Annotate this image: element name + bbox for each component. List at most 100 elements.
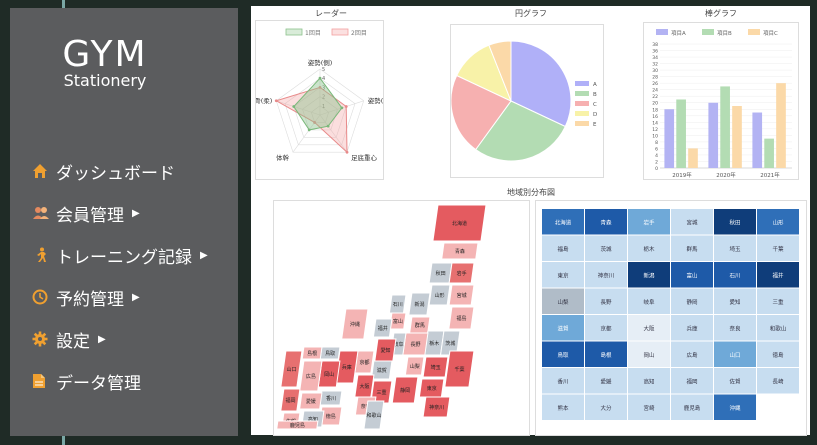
map-pref-20[interactable] xyxy=(404,356,425,376)
grid-cell-label-1-1: 茨城 xyxy=(600,245,612,253)
grid-cell-4-0[interactable] xyxy=(542,315,584,341)
map-pref-34[interactable] xyxy=(299,360,323,392)
grid-cell-7-4[interactable] xyxy=(714,394,756,421)
grid-cell-6-4[interactable] xyxy=(714,368,756,394)
grid-cell-2-0[interactable] xyxy=(542,262,584,288)
map-pref-label-46: 鹿児島 xyxy=(290,422,305,429)
grid-cell-1-5[interactable] xyxy=(757,235,799,262)
grid-cell-3-0[interactable] xyxy=(542,288,584,315)
grid-cell-4-1[interactable] xyxy=(585,315,627,341)
radar-series-1-point xyxy=(307,128,311,132)
grid-cell-label-6-2: 高知 xyxy=(643,377,654,385)
sidebar-item-2[interactable]: トレーニング記録 ▶ xyxy=(32,234,208,276)
map-pref-7[interactable] xyxy=(448,306,475,330)
map-pref-3[interactable] xyxy=(448,262,475,284)
map-pref-21[interactable] xyxy=(391,376,419,404)
grid-cell-2-2[interactable] xyxy=(628,262,670,288)
grid-cell-5-2[interactable] xyxy=(628,341,670,368)
grid-cell-3-4[interactable] xyxy=(714,288,756,315)
logo[interactable]: GYM Stationery xyxy=(10,36,200,90)
grid-cell-0-3[interactable] xyxy=(671,209,713,235)
map-pref-8[interactable] xyxy=(341,308,369,340)
grid-cell-4-5[interactable] xyxy=(757,315,799,341)
map-pref-17[interactable] xyxy=(444,350,475,388)
grid-cell-1-3[interactable] xyxy=(671,235,713,262)
grid-cell-5-1[interactable] xyxy=(585,341,627,368)
grid-cell-6-3[interactable] xyxy=(671,368,713,394)
map-pref-label-7: 福島 xyxy=(456,315,466,322)
grid-cell-3-5[interactable] xyxy=(757,288,799,315)
grid-cell-5-4[interactable] xyxy=(714,341,756,368)
grid-cell-6-2[interactable] xyxy=(628,368,670,394)
pie-slice-0[interactable] xyxy=(510,40,572,128)
bar-1-2[interactable] xyxy=(732,106,742,168)
grid-cell-4-3[interactable] xyxy=(671,315,713,341)
grid-cell-6-1[interactable] xyxy=(585,368,627,394)
sidebar-item-3[interactable]: 予約管理 ▶ xyxy=(32,276,208,318)
bar-0-1[interactable] xyxy=(676,99,686,168)
grid-cell-7-1[interactable] xyxy=(585,394,627,421)
grid-cell-1-1[interactable] xyxy=(585,235,627,262)
grid-cell-5-0[interactable] xyxy=(542,341,584,368)
grid-cell-1-2[interactable] xyxy=(628,235,670,262)
grid-cell-7-3[interactable] xyxy=(671,394,713,421)
map-pref-5[interactable] xyxy=(448,284,475,306)
bar-1-1[interactable] xyxy=(720,86,730,168)
grid-cell-4-4[interactable] xyxy=(714,315,756,341)
sidebar-item-4[interactable]: 設定 ▶ xyxy=(32,318,208,360)
grid-cell-7-2[interactable] xyxy=(628,394,670,421)
map-pref-label-6: 新潟 xyxy=(414,301,424,308)
bar-2-0[interactable] xyxy=(752,112,763,168)
grid-cell-1-4[interactable] xyxy=(714,235,756,262)
grid-cell-5-5[interactable] xyxy=(757,341,799,368)
bar-0-2[interactable] xyxy=(688,148,698,168)
sidebar-item-5[interactable]: データ管理 xyxy=(32,360,208,402)
grid-cell-0-4[interactable] xyxy=(714,209,756,235)
sidebar-item-0[interactable]: ダッシュボード xyxy=(32,150,208,192)
map-pref-1[interactable] xyxy=(441,242,479,260)
map-pref-35[interactable] xyxy=(280,350,303,388)
map-pref-label-35: 山口 xyxy=(286,366,296,373)
map-pref-14[interactable] xyxy=(439,330,461,356)
grid-cell-label-2-2: 新潟 xyxy=(643,271,655,279)
grid-cell-0-2[interactable] xyxy=(628,209,670,235)
bar-0-0[interactable] xyxy=(664,109,675,168)
map-pref-40[interactable] xyxy=(280,388,301,412)
bar-1-0[interactable] xyxy=(708,102,719,168)
grid-cell-5-3[interactable] xyxy=(671,341,713,368)
map-pref-11[interactable] xyxy=(372,318,393,338)
map-pref-32[interactable] xyxy=(301,346,323,360)
grid-cell-2-3[interactable] xyxy=(671,262,713,288)
pie-slice-4[interactable] xyxy=(488,40,512,102)
grid-cell-4-2[interactable] xyxy=(628,315,670,341)
grid-cell-2-4[interactable] xyxy=(714,262,756,288)
map-pref-38[interactable] xyxy=(299,392,323,410)
grid-cell-3-2[interactable] xyxy=(628,288,670,315)
bar-2-2[interactable] xyxy=(776,83,786,168)
grid-cell-3-1[interactable] xyxy=(585,288,627,315)
map-pref-16[interactable] xyxy=(422,356,449,378)
map-pref-19[interactable] xyxy=(422,396,451,418)
pie-slice-1[interactable] xyxy=(475,100,566,162)
grid-cell-6-5[interactable] xyxy=(757,368,799,394)
map-pref-24[interactable] xyxy=(370,360,393,380)
sidebar-item-1[interactable]: 会員管理 ▶ xyxy=(32,192,208,234)
grid-cell-2-1[interactable] xyxy=(585,262,627,288)
bar-y-tick: 14 xyxy=(652,120,658,126)
grid-cell-2-5[interactable] xyxy=(757,262,799,288)
map-pref-label-8: 沖縄 xyxy=(350,321,360,328)
grid-cell-1-0[interactable] xyxy=(542,235,584,262)
grid-cell-3-3[interactable] xyxy=(671,288,713,315)
map-pref-0[interactable] xyxy=(432,204,487,242)
grid-cell-0-0[interactable] xyxy=(542,209,584,235)
map-pref-30[interactable] xyxy=(363,400,385,430)
radar-tick-label: 3 xyxy=(322,85,325,91)
grid-cell-6-0[interactable] xyxy=(542,368,584,394)
map-pref-46[interactable] xyxy=(276,420,319,430)
map-pref-6[interactable] xyxy=(408,292,431,316)
grid-cell-0-1[interactable] xyxy=(585,209,627,235)
grid-cell-0-5[interactable] xyxy=(757,209,799,235)
grid-cell-7-0[interactable] xyxy=(542,394,584,421)
bar-2-1[interactable] xyxy=(764,138,774,168)
map-pref-4[interactable] xyxy=(428,284,451,306)
